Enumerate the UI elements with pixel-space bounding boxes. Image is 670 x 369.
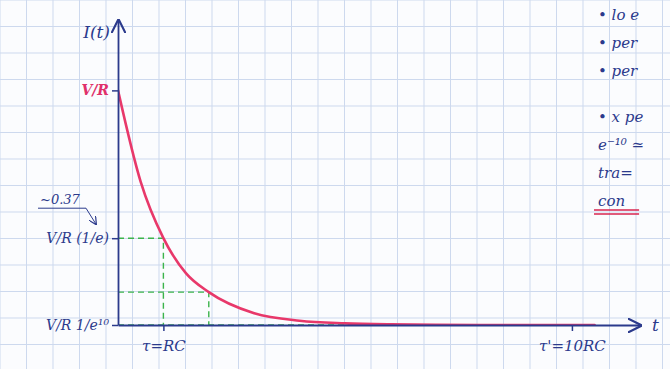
chart-container: τ=RC τ'=10RC V/R V/R (1/e) V/R 1/e¹⁰ I(t) t ~0.…	[0, 0, 670, 369]
x-tick-label: τ'=10RC	[539, 337, 606, 355]
paper-line	[636, 0, 637, 369]
paper-line	[0, 0, 670, 1]
paper-line	[265, 0, 266, 369]
paper-line	[371, 0, 372, 369]
paper-line	[0, 159, 670, 160]
paper-line	[450, 0, 451, 369]
x-tick-mark	[572, 325, 574, 331]
paper-line	[318, 0, 319, 369]
paper-line	[397, 0, 398, 369]
paper-line	[477, 0, 478, 369]
paper-line	[0, 265, 670, 266]
y-axis-line	[118, 21, 120, 326]
paper-line	[609, 0, 610, 369]
paper-grid	[0, 0, 670, 369]
y-tick-label: V/R (1/e)	[46, 230, 109, 246]
paper-line	[0, 106, 670, 107]
callout-arrow	[86, 208, 96, 224]
side-note: • per	[598, 62, 638, 80]
paper	[0, 0, 670, 369]
paper-line	[132, 0, 133, 369]
y-tick-mark	[112, 325, 118, 327]
side-note: • x pe	[598, 108, 643, 126]
x-axis: τ=RC τ'=10RC	[119, 325, 641, 355]
paper-line	[0, 185, 670, 186]
paper-line	[0, 212, 670, 213]
x-tick: τ=RC	[142, 325, 186, 355]
side-note: con	[598, 192, 625, 210]
paper-line	[424, 0, 425, 369]
paper-line	[0, 132, 670, 133]
side-note: tra=	[598, 164, 633, 182]
paper-line	[212, 0, 213, 369]
side-note: • per	[598, 34, 638, 52]
chart: τ=RC τ'=10RC V/R V/R (1/e) V/R 1/e¹⁰ I(t) t ~0.…	[0, 0, 670, 369]
paper-line	[291, 0, 292, 369]
side-note: e⁻¹⁰ ≃	[598, 136, 644, 154]
paper-line	[238, 0, 239, 369]
x-axis-title: t	[652, 315, 659, 335]
x-axis-line	[119, 325, 641, 327]
y-tick-label: V/R 1/e¹⁰	[46, 317, 109, 333]
paper-line	[159, 0, 160, 369]
paper-line	[503, 0, 504, 369]
y-tick-label: V/R	[81, 82, 109, 98]
paper-line	[556, 0, 557, 369]
paper-line	[530, 0, 531, 369]
paper-line	[79, 0, 80, 369]
paper-line	[0, 0, 1, 369]
paper-line	[26, 0, 27, 369]
y-tick-mark	[112, 238, 118, 240]
paper-line	[583, 0, 584, 369]
y-tick: V/R (1/e)	[46, 230, 118, 246]
note-underline	[594, 209, 639, 211]
x-tick-mark	[163, 325, 165, 331]
plot-area	[118, 90, 595, 325]
note-underline	[594, 213, 639, 215]
paper-line	[53, 0, 54, 369]
paper-line	[0, 291, 670, 292]
side-notes: • lo e • per • per • x pe e⁻¹⁰ ≃ tra= con	[594, 6, 644, 214]
callout-underline	[38, 208, 86, 209]
current-curve	[118, 90, 595, 325]
y-axis-title: I(t)	[82, 22, 110, 42]
x-tick: τ'=10RC	[539, 325, 606, 355]
x-tick-label: τ=RC	[142, 337, 186, 355]
callout: ~0.37	[40, 192, 81, 207]
paper-line	[0, 53, 670, 54]
guide-line	[118, 292, 209, 325]
paper-line	[185, 0, 186, 369]
guide-line	[118, 238, 163, 325]
side-note: • lo e	[598, 6, 639, 24]
paper-line	[106, 0, 107, 369]
y-tick: V/R 1/e¹⁰	[46, 317, 118, 333]
paper-line	[0, 79, 670, 80]
paper-line	[344, 0, 345, 369]
paper-line	[662, 0, 663, 369]
y-tick: V/R	[81, 82, 118, 98]
y-tick-mark	[112, 90, 118, 92]
y-axis: V/R V/R (1/e) V/R 1/e¹⁰	[46, 21, 118, 333]
